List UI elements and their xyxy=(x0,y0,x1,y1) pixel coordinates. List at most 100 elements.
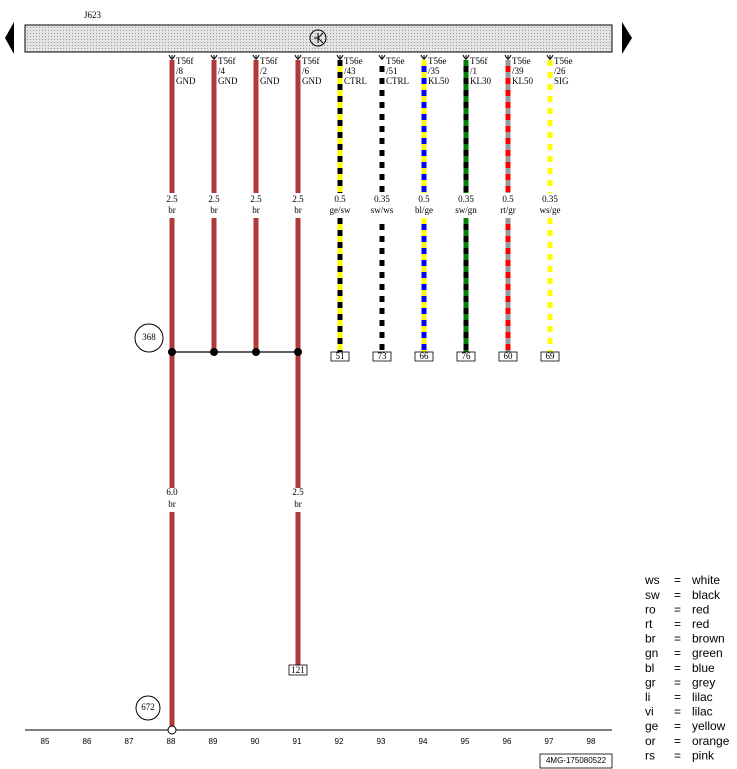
connector-name: T56e xyxy=(386,56,405,66)
connector-pin xyxy=(168,54,176,60)
pin-function: SIG xyxy=(554,76,569,86)
connector-name: T56f xyxy=(218,56,236,66)
pin-function: GND xyxy=(302,76,322,86)
terminal-label: 73 xyxy=(378,351,388,361)
column-number: 89 xyxy=(209,737,218,746)
junction-circle xyxy=(134,323,164,353)
legend-meaning: grey xyxy=(692,675,715,689)
legend-separator: = xyxy=(674,675,681,689)
legend-code: ro xyxy=(645,602,656,616)
wire-size: 0.5 xyxy=(418,194,430,204)
terminal-label: 60 xyxy=(504,351,514,361)
connector-name: T56f xyxy=(176,56,194,66)
legend-meaning: lilac xyxy=(692,705,713,719)
wire-size: 0.35 xyxy=(374,194,390,204)
component-label: J623 xyxy=(84,10,102,20)
right-arrow xyxy=(622,22,632,54)
connector-pin xyxy=(504,54,512,60)
terminal-box xyxy=(498,351,518,362)
legend-separator: = xyxy=(674,661,681,675)
wire-color: br xyxy=(252,205,260,215)
pin-number: /4 xyxy=(218,66,226,76)
column-number: 96 xyxy=(503,737,512,746)
junction-dot xyxy=(252,348,260,356)
pin-number: /2 xyxy=(260,66,267,76)
pin-function: KL50 xyxy=(428,76,449,86)
wire-color: br xyxy=(294,499,302,509)
code-box xyxy=(539,753,613,769)
legend-code: vi xyxy=(645,705,654,719)
legend-separator: = xyxy=(674,748,681,762)
wire-color: bl/ge xyxy=(415,205,433,215)
pin-number: /8 xyxy=(176,66,184,76)
legend-separator: = xyxy=(674,734,681,748)
pin-function: GND xyxy=(176,76,196,86)
wire-size: 6.0 xyxy=(166,487,178,497)
wire-color: rt/gr xyxy=(500,205,516,215)
legend-meaning: blue xyxy=(692,661,715,675)
connector-name: T56e xyxy=(428,56,447,66)
wire-color: br xyxy=(168,499,176,509)
terminal-label: 76 xyxy=(462,351,472,361)
wire-color: br xyxy=(294,205,302,215)
legend-separator: = xyxy=(674,646,681,660)
pin-number: /26 xyxy=(554,66,566,76)
terminal-box xyxy=(414,351,434,362)
legend-meaning: yellow xyxy=(692,719,726,733)
wire-color: sw/gn xyxy=(455,205,477,215)
legend-separator: = xyxy=(674,719,681,733)
wire-color: ws/ge xyxy=(540,205,561,215)
legend-meaning: white xyxy=(691,573,720,587)
connector-name: T56f xyxy=(260,56,278,66)
terminal-box xyxy=(330,351,350,362)
connector-name: T56e xyxy=(554,56,573,66)
pin-number: /43 xyxy=(344,66,356,76)
connector-name: T56f xyxy=(302,56,320,66)
connector-pin xyxy=(378,54,386,60)
column-number: 90 xyxy=(251,737,260,746)
wire-size: 2.5 xyxy=(292,487,304,497)
left-arrow xyxy=(5,22,14,54)
connector-name: T56e xyxy=(344,56,363,66)
diagram-code: 4MG-175080522 xyxy=(546,756,607,765)
legend-meaning: brown xyxy=(692,632,725,646)
legend-separator: = xyxy=(674,617,681,631)
connector-name: T56f xyxy=(470,56,488,66)
column-number: 92 xyxy=(335,737,344,746)
connector-pin xyxy=(336,54,344,60)
pin-function: CTRL xyxy=(386,76,409,86)
terminal-label: 66 xyxy=(420,351,430,361)
connector-pin xyxy=(546,54,554,60)
pin-number: /51 xyxy=(386,66,398,76)
legend-separator: = xyxy=(674,705,681,719)
legend-code: gn xyxy=(645,646,658,660)
legend-separator: = xyxy=(674,588,681,602)
ground-node xyxy=(167,725,177,735)
ground-symbol xyxy=(309,29,327,47)
ground-circle xyxy=(135,695,161,721)
wire-color: br xyxy=(168,205,176,215)
legend-meaning: red xyxy=(692,617,709,631)
pin-number: /35 xyxy=(428,66,440,76)
legend-separator: = xyxy=(674,573,681,587)
terminal-label: 121 xyxy=(291,665,305,675)
connector-pin xyxy=(462,54,470,60)
junction-dot xyxy=(168,348,176,356)
pin-function: GND xyxy=(218,76,238,86)
wire-size: 2.5 xyxy=(208,194,220,204)
wire-color: sw/ws xyxy=(371,205,394,215)
terminal-box xyxy=(540,351,560,362)
terminal-box xyxy=(456,351,476,362)
pin-function: KL50 xyxy=(512,76,533,86)
terminal-label: 51 xyxy=(336,351,345,361)
wire-color: br xyxy=(210,205,218,215)
legend-meaning: green xyxy=(692,646,723,660)
legend-code: bl xyxy=(645,661,654,675)
legend-code: rs xyxy=(645,748,655,762)
pin-function: KL30 xyxy=(470,76,491,86)
connector-pin xyxy=(294,54,302,60)
column-number: 97 xyxy=(545,737,554,746)
connector-pin xyxy=(252,54,260,60)
legend-separator: = xyxy=(674,602,681,616)
column-number: 91 xyxy=(293,737,302,746)
